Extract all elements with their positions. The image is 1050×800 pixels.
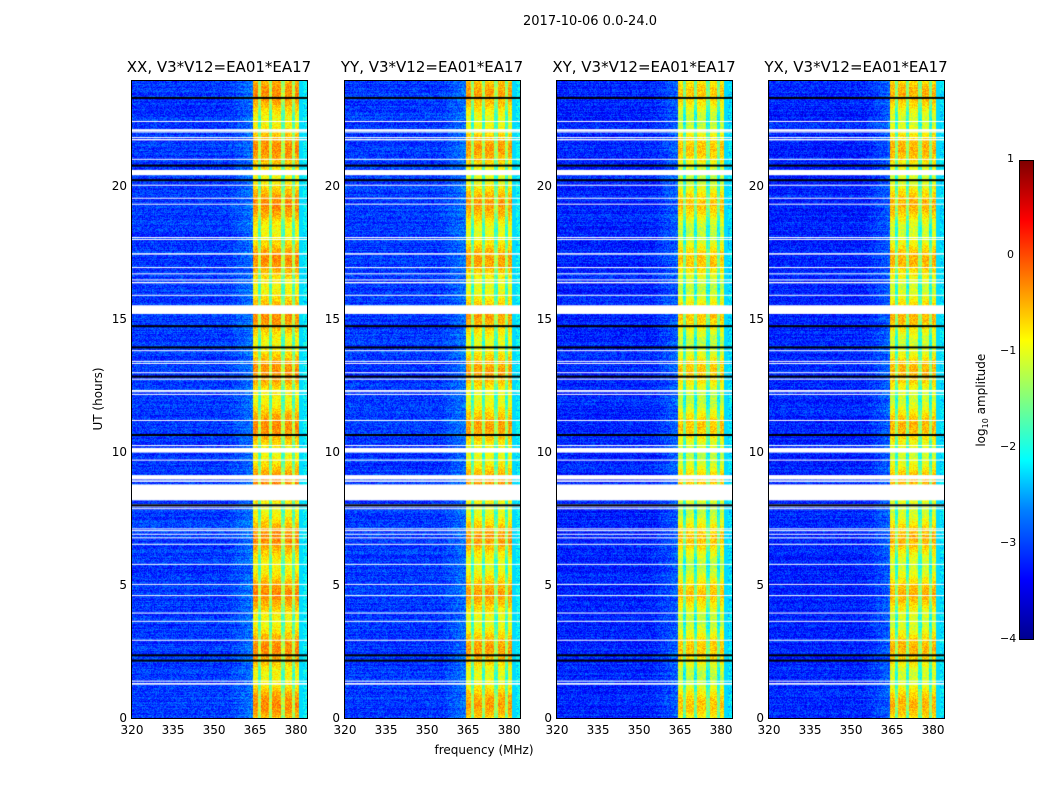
y-tick-label: 5: [756, 577, 764, 592]
colorbar-tick-label: −3: [1000, 536, 1017, 549]
colorbar-tick-label: −2: [1000, 440, 1017, 453]
x-tick-label: 335: [586, 723, 610, 737]
y-tick-label: 0: [756, 711, 764, 725]
colorbar-tick-label: −4: [1000, 632, 1017, 645]
y-tick-label: 15: [111, 311, 127, 326]
x-tick-label: 380: [497, 723, 521, 737]
y-tick-label: 10: [536, 444, 552, 459]
panel-title: XY, V3*V12=EA01*EA17: [552, 58, 736, 76]
y-tick-label: 10: [111, 444, 127, 459]
y-tick-label: 15: [536, 311, 552, 326]
colorbar-tick-label: 0: [1007, 248, 1014, 261]
heatmap-cells: [132, 81, 307, 718]
y-tick-label: 20: [324, 178, 340, 193]
x-tick-label: 350: [839, 723, 863, 737]
y-tick-label: 20: [536, 178, 552, 193]
y-tick-label: 15: [748, 311, 764, 326]
figure-title: 2017-10-06 0.0-24.0: [523, 14, 657, 29]
y-tick-label: 10: [748, 444, 764, 459]
heatmap-cells: [557, 81, 732, 718]
heatmap-panel-1: [344, 80, 521, 719]
x-tick-label: 335: [374, 723, 398, 737]
colorbar: [1019, 160, 1034, 640]
y-axis-label: UT (hours): [91, 367, 105, 431]
x-tick-label: 335: [798, 723, 822, 737]
x-axis-label: frequency (MHz): [434, 743, 534, 757]
x-tick-label: 350: [627, 723, 651, 737]
y-tick-label: 20: [111, 178, 127, 193]
y-tick-label: 0: [332, 711, 340, 725]
panel-title: YY, V3*V12=EA01*EA17: [340, 58, 524, 76]
heatmap-panel-2: [556, 80, 733, 719]
x-tick-label: 365: [456, 723, 480, 737]
x-tick-label: 365: [243, 723, 267, 737]
x-tick-label: 380: [709, 723, 733, 737]
y-tick-label: 20: [748, 178, 764, 193]
x-tick-label: 320: [757, 723, 781, 737]
heatmap-panel-3: [768, 80, 945, 719]
panel-title: XX, V3*V12=EA01*EA17: [126, 58, 312, 76]
panel-title: YX, V3*V12=EA01*EA17: [764, 58, 948, 76]
colorbar-label: log10 amplitude: [973, 353, 991, 447]
colorbar-tick-label: −1: [1000, 344, 1017, 357]
y-tick-label: 0: [544, 711, 552, 725]
colorbar-tick-label: 1: [1007, 152, 1014, 165]
y-tick-label: 5: [332, 577, 340, 592]
x-tick-label: 350: [202, 723, 226, 737]
x-tick-label: 380: [921, 723, 945, 737]
y-tick-label: 5: [544, 577, 552, 592]
heatmap-cells: [345, 81, 520, 718]
y-tick-label: 0: [119, 711, 127, 725]
heatmap-cells: [769, 81, 944, 718]
heatmap-panel-0: [131, 80, 308, 719]
x-tick-label: 320: [545, 723, 569, 737]
x-tick-label: 335: [161, 723, 185, 737]
x-tick-label: 365: [668, 723, 692, 737]
x-tick-label: 350: [415, 723, 439, 737]
y-tick-label: 5: [119, 577, 127, 592]
x-tick-label: 380: [284, 723, 308, 737]
y-tick-label: 15: [324, 311, 340, 326]
x-tick-label: 320: [120, 723, 144, 737]
y-tick-label: 10: [324, 444, 340, 459]
x-tick-label: 365: [880, 723, 904, 737]
x-tick-label: 320: [333, 723, 357, 737]
